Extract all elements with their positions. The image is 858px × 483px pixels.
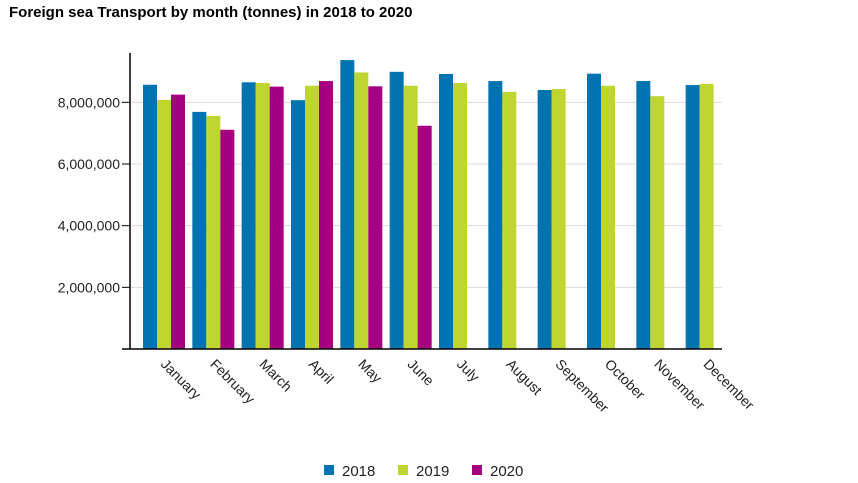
bar-2020-may	[368, 86, 383, 350]
bar-2020-january	[171, 94, 185, 349]
bar-2018-june	[389, 71, 404, 349]
y-tick-label: 4,000,000	[58, 218, 120, 234]
bar-2020-april	[319, 81, 333, 349]
x-tick-label: July	[454, 356, 483, 385]
y-tick-label: 6,000,000	[58, 156, 120, 172]
bar-2019-february	[206, 115, 221, 350]
bar-2018-october	[587, 73, 601, 350]
legend-label-2019: 2019	[416, 463, 449, 480]
x-tick-label: May	[355, 356, 385, 386]
bar-2020-march	[269, 86, 284, 349]
y-tick-label: 2,000,000	[58, 279, 120, 295]
x-tick-label: August	[503, 356, 545, 398]
bar-2019-may	[354, 72, 369, 350]
x-tick-label: June	[405, 356, 438, 389]
x-tick-label: December	[701, 356, 758, 413]
bar-2018-february	[192, 111, 207, 350]
bar-2018-august	[488, 81, 503, 349]
bar-2019-january	[157, 99, 171, 349]
x-tick-label: January	[158, 356, 205, 403]
bar-2018-april	[291, 100, 305, 349]
x-tick-label: April	[306, 356, 337, 387]
bar-2018-december	[685, 85, 700, 350]
bar-2019-october	[601, 85, 615, 349]
x-tick-label: October	[602, 356, 649, 403]
bar-2019-july	[453, 82, 467, 350]
bar-2019-june	[403, 85, 418, 349]
bar-2018-january	[143, 84, 157, 349]
bar-2020-february	[220, 129, 235, 349]
bar-2020-june	[417, 125, 432, 350]
bar-2019-march	[255, 82, 270, 350]
legend-label-2018: 2018	[342, 463, 375, 480]
legend-swatch-2019	[398, 465, 408, 475]
legend-label-2020: 2020	[490, 463, 523, 480]
bar-2019-august	[502, 91, 517, 349]
legend-swatch-2018	[324, 465, 334, 475]
bar-2019-november	[650, 96, 665, 350]
x-tick-label: March	[257, 356, 296, 395]
bar-2018-may	[340, 60, 355, 349]
bar-2018-march	[241, 82, 256, 350]
bar-2018-july	[439, 73, 453, 349]
legend-swatch-2020	[472, 465, 482, 475]
bar-2018-november	[636, 81, 651, 349]
bar-2019-april	[305, 85, 319, 349]
y-tick-label: 8,000,000	[58, 94, 120, 110]
x-tick-label: November	[651, 356, 708, 413]
bar-2018-september	[537, 90, 552, 349]
bar-2019-september	[551, 89, 566, 349]
x-tick-label: February	[207, 356, 258, 407]
bar-2019-december	[699, 83, 714, 349]
chart-title: Foreign sea Transport by month (tonnes) …	[9, 4, 413, 21]
